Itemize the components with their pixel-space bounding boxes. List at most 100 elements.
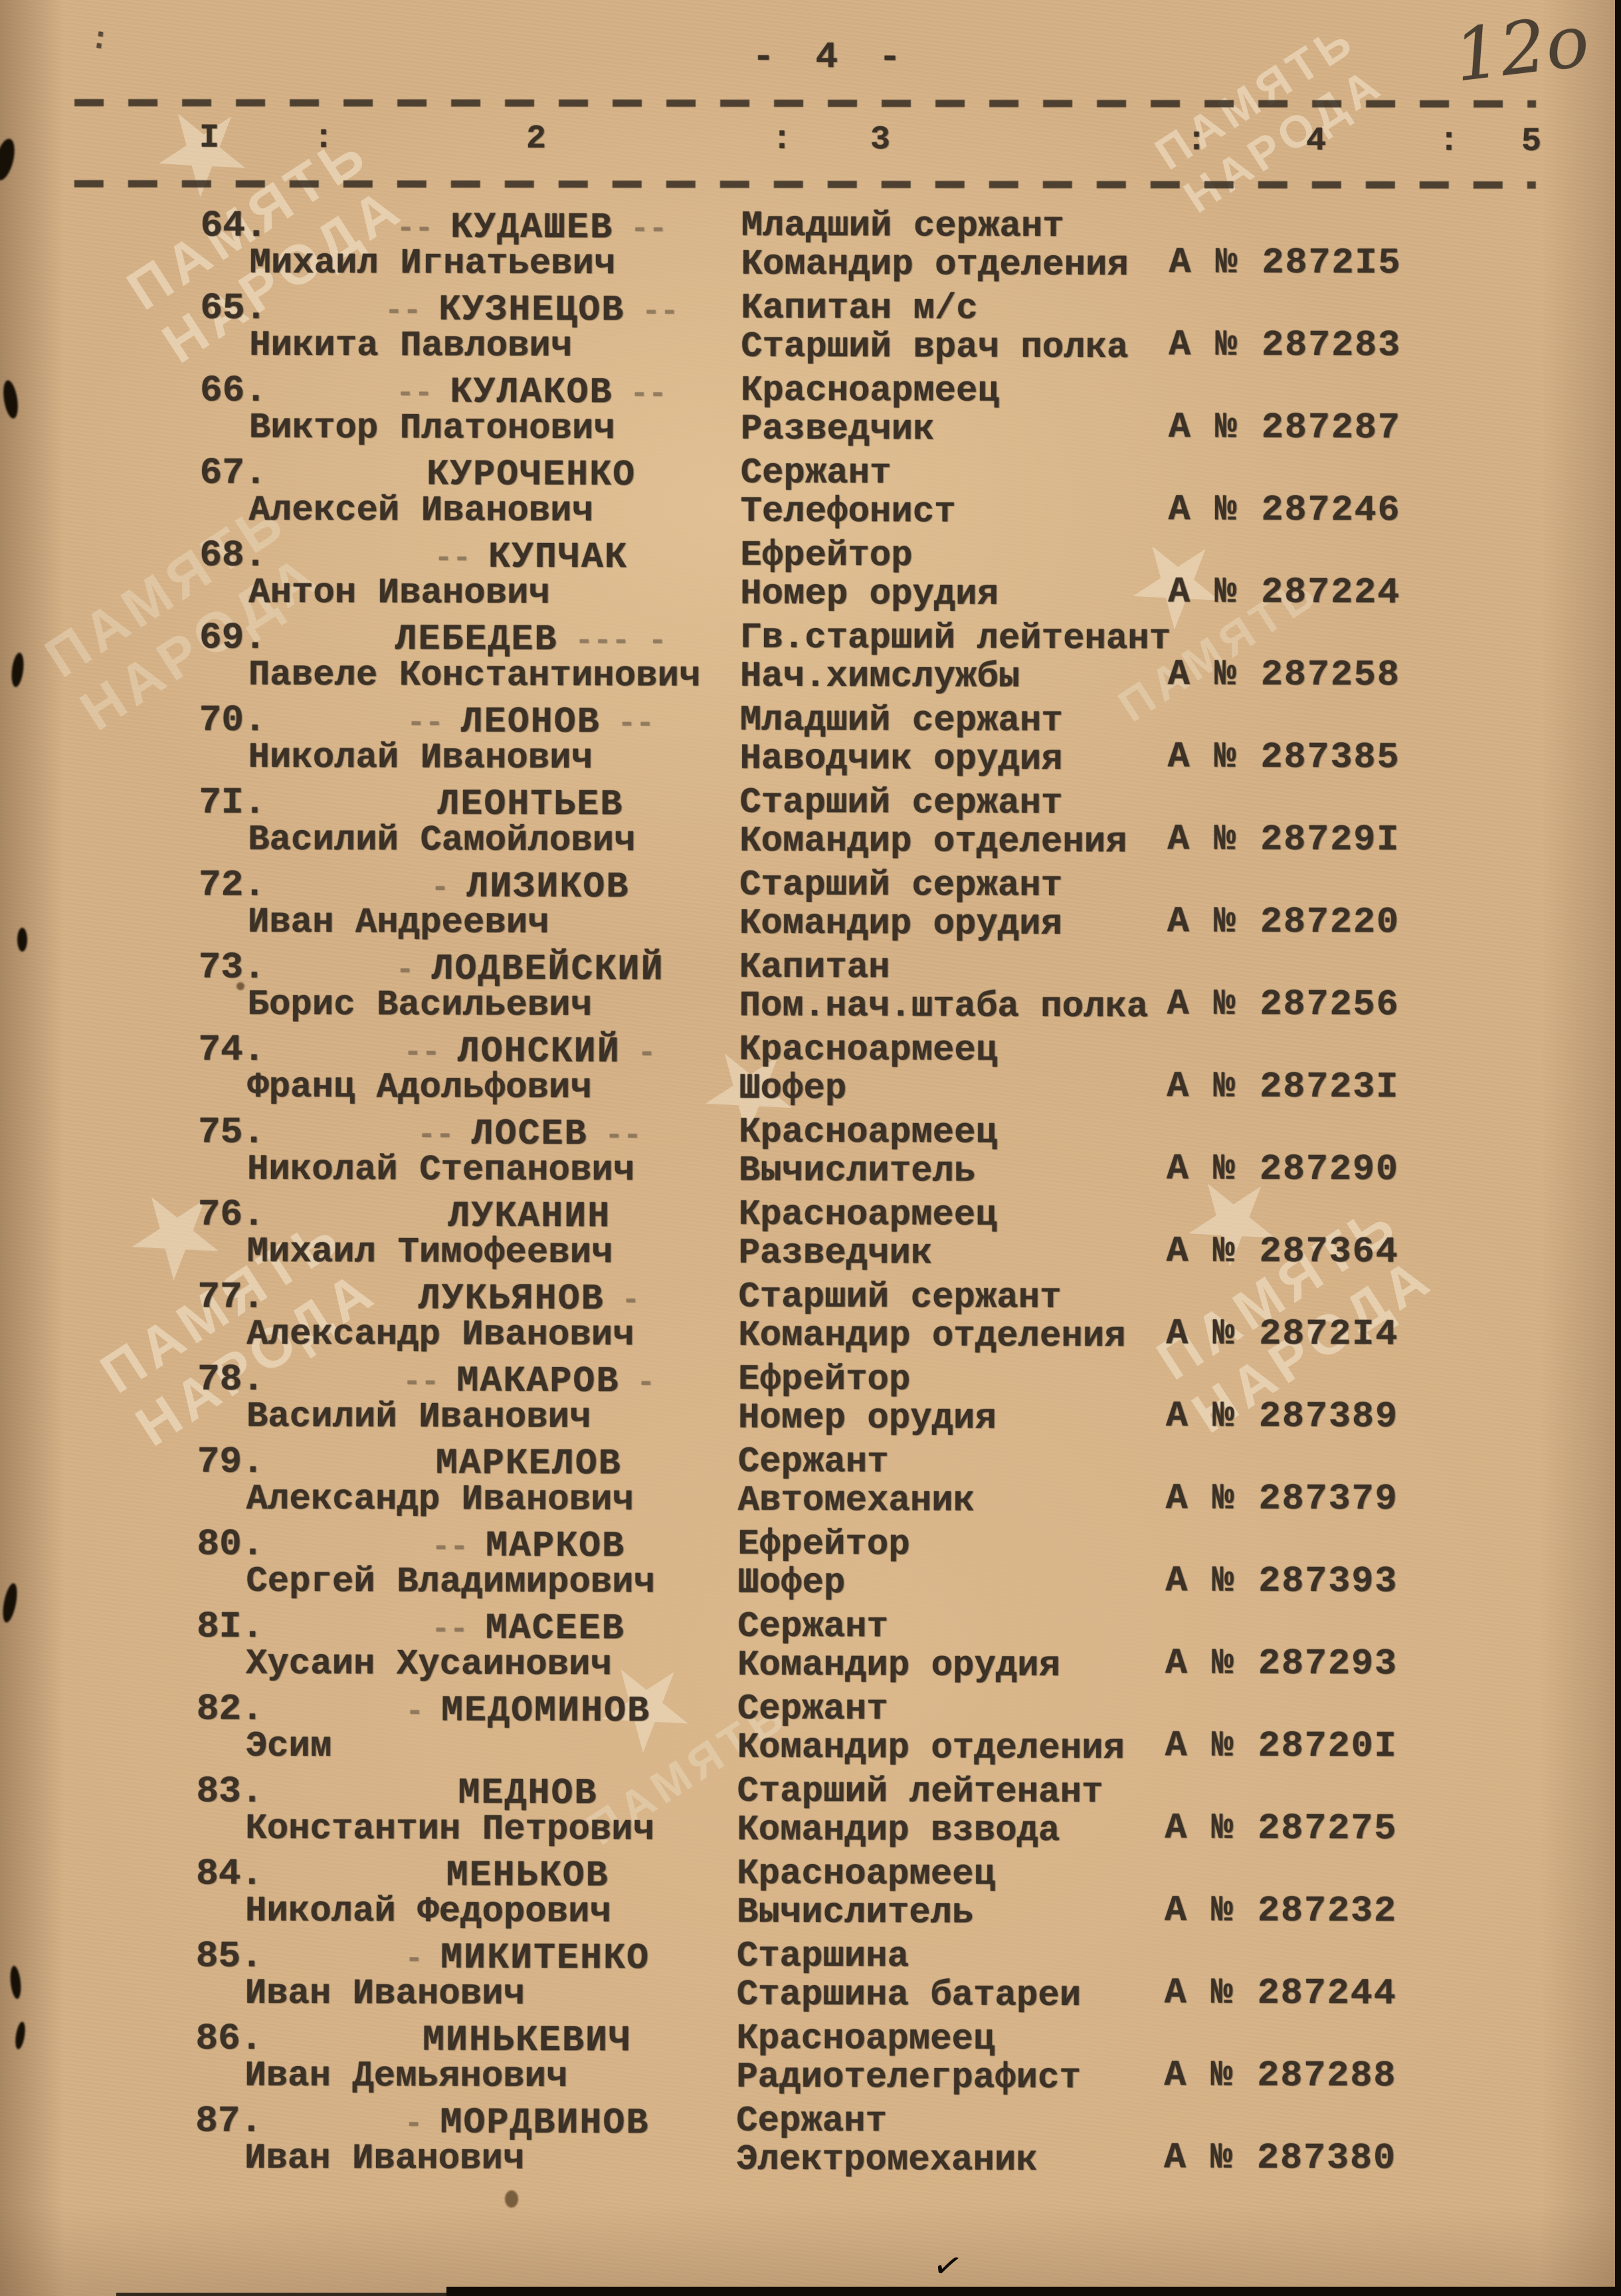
- entry-name-patronymic: Василий Самойлович: [248, 819, 636, 862]
- entry-position: Командир орудия: [739, 903, 1063, 945]
- entry-position: Пом.нач.штаба полка: [739, 986, 1149, 1028]
- entry-surname: ЛУКЬЯНОВ -: [418, 1277, 640, 1320]
- paper-stain: [237, 982, 244, 990]
- column-header: 5: [1521, 122, 1542, 161]
- award-entry: 87. - МОРДВИНОВ Сержант Иван Иванович Электро…: [0, 2099, 1618, 2188]
- entry-rank: Старший сержант: [739, 782, 1063, 824]
- entry-award-number: А № 287220: [1167, 900, 1400, 944]
- entry-position: Вычислитель: [738, 1150, 976, 1192]
- entry-position: Телефонист: [740, 491, 956, 533]
- entry-name-patronymic: Алексей Иванович: [248, 490, 594, 532]
- entry-rank: Красноармеец: [737, 1853, 996, 1895]
- entry-rank: Младший сержант: [741, 205, 1064, 247]
- entry-name-patronymic: Сергей Владимирович: [246, 1561, 656, 1604]
- entry-number: 7I.: [199, 781, 266, 824]
- award-entry: 86. МИНЬКЕВИЧ Красноармеец Иван Демьянович Р…: [0, 2018, 1619, 2106]
- entry-position: Старшина батареи: [736, 1974, 1082, 2017]
- entry-number: 70.: [199, 698, 266, 742]
- entry-position: Номер орудия: [740, 574, 999, 615]
- entry-name-patronymic: Александр Иванович: [246, 1314, 634, 1356]
- entry-name-patronymic: Никита Павлович: [249, 325, 573, 367]
- entry-surname: -- ЛОНСКИЙ -: [403, 1030, 656, 1073]
- entry-name-patronymic: Павеле Константинович: [248, 655, 701, 697]
- entry-surname: -- КУЗНЕЦОВ --: [384, 288, 679, 332]
- entry-surname: ЛЕБЕДЕВ --- -: [395, 618, 667, 661]
- entry-number: 67.: [199, 451, 267, 494]
- paper-stain: [505, 2190, 518, 2208]
- entry-name-patronymic: Михаил Игнатьевич: [249, 243, 616, 285]
- entry-award-number: А № 287380: [1163, 2137, 1397, 2180]
- entry-rank: Сержант: [737, 1689, 888, 1730]
- award-entry: 78. -- МАКАРОВ - Ефрейтор Василий Иванович Ном…: [0, 1358, 1620, 1447]
- entry-surname: - МИКИТЕНКО: [405, 1936, 650, 1980]
- entry-rank: Красноармеец: [738, 1112, 998, 1154]
- binding-mark: [17, 928, 27, 952]
- typewriter-strike-mark: --: [431, 1612, 468, 1647]
- entry-position: Вычислитель: [736, 1892, 974, 1934]
- entry-rank: Старший сержант: [739, 865, 1063, 906]
- typewriter-strike-mark: --: [407, 706, 444, 741]
- typewriter-strike-mark: --: [617, 706, 654, 742]
- typewriter-strike-mark: -: [395, 953, 415, 988]
- entry-award-number: А № 287364: [1166, 1230, 1399, 1273]
- entry-surname: - ЛОДВЕЙСКИЙ: [395, 948, 664, 991]
- entry-surname: ЛУКАНИН: [448, 1195, 611, 1238]
- entry-number: 69.: [199, 616, 266, 659]
- award-entry: 84. МЕНЬКОВ Красноармеец Николай Федорович В…: [0, 1852, 1619, 1941]
- entry-name-patronymic: Николай Иванович: [248, 737, 593, 780]
- entry-position: Командир отделения: [737, 1727, 1125, 1770]
- entry-position: Командир отделения: [741, 244, 1129, 286]
- stray-ink-mark: :: [88, 21, 112, 58]
- entry-award-number: А № 287290: [1166, 1148, 1400, 1191]
- entry-surname: -- ЛЕОНОВ --: [407, 700, 654, 744]
- entry-name-patronymic: Михаил Тимофеевич: [246, 1231, 613, 1274]
- entry-position: Электромеханик: [735, 2139, 1038, 2181]
- award-entry: 68. -- КУПЧАК Ефрейтор Антон Иванович Номер о…: [1, 534, 1621, 623]
- entry-surname: -- ЛОСЕВ --: [417, 1112, 642, 1156]
- typewriter-strike-mark: --- -: [575, 624, 667, 659]
- entry-number: 79.: [197, 1440, 264, 1483]
- column-header: I: [199, 119, 220, 157]
- entry-surname: МЕНЬКОВ: [446, 1854, 609, 1897]
- entry-number: 72.: [198, 863, 266, 906]
- typewriter-strike-mark: --: [630, 377, 667, 412]
- typewriter-strike-mark: -: [636, 1366, 656, 1401]
- entry-position: Разведчик: [738, 1233, 933, 1275]
- entry-number: 84.: [196, 1852, 264, 1895]
- entry-name-patronymic: Константин Петрович: [245, 1808, 655, 1851]
- typewriter-strike-mark: -: [637, 1036, 656, 1071]
- entry-surname: -- МАКАРОВ -: [403, 1360, 656, 1403]
- entry-name-patronymic: Николай Федорович: [244, 1891, 611, 1933]
- entry-number: 82.: [196, 1687, 264, 1730]
- award-entry: 75. -- ЛОСЕВ -- Красноармеец Николай Степанов…: [0, 1111, 1621, 1200]
- entry-award-number: А № 287385: [1167, 736, 1400, 779]
- entry-number: 73.: [198, 946, 266, 989]
- entry-name-patronymic: Иван Демьянович: [244, 2055, 568, 2098]
- column-header: :: [1186, 122, 1207, 160]
- entry-rank: Сержант: [740, 453, 892, 494]
- entry-rank: Старший сержант: [738, 1277, 1062, 1318]
- entry-surname: МЕДНОВ: [458, 1772, 598, 1815]
- entry-number: 80.: [197, 1522, 264, 1566]
- award-entry: 79. МАРКЕЛОВ Сержант Александр Иванович Авто…: [0, 1440, 1620, 1529]
- entry-name-patronymic: Василий Иванович: [246, 1396, 591, 1439]
- entry-surname: КУРОЧЕНКО: [427, 453, 636, 496]
- entry-rank: Красноармеец: [736, 2018, 995, 2060]
- entry-number: 87.: [195, 2099, 263, 2142]
- entry-position: Автомеханик: [737, 1480, 975, 1522]
- award-list: 64. -- КУДАШЕВ -- Младший сержант Михаил Игна…: [0, 205, 1621, 2188]
- award-entry: 67. КУРОЧЕНКО Сержант Алексей Иванович Телеф…: [1, 451, 1621, 540]
- entry-position: Шофер: [737, 1562, 846, 1604]
- entry-surname: МАРКЕЛОВ: [435, 1442, 622, 1485]
- entry-name-patronymic: Антон Иванович: [248, 572, 550, 614]
- entry-name-patronymic: Иван Иванович: [244, 2138, 525, 2180]
- column-header: :: [313, 120, 334, 158]
- award-entry: 69. ЛЕБЕДЕВ --- - Гв.старший лейтенант Павел…: [1, 616, 1621, 705]
- scan-edge: [1615, 0, 1621, 2296]
- award-entry: 77. ЛУКЬЯНОВ - Старший сержант Александр Ива…: [0, 1276, 1620, 1364]
- entry-rank: Красноармеец: [740, 370, 999, 412]
- entry-award-number: А № 287232: [1164, 1889, 1398, 1932]
- award-entry: 73. - ЛОДВЕЙСКИЙ Капитан Борис Васильевич Пом…: [0, 946, 1621, 1035]
- typewriter-strike-mark: --: [384, 294, 422, 329]
